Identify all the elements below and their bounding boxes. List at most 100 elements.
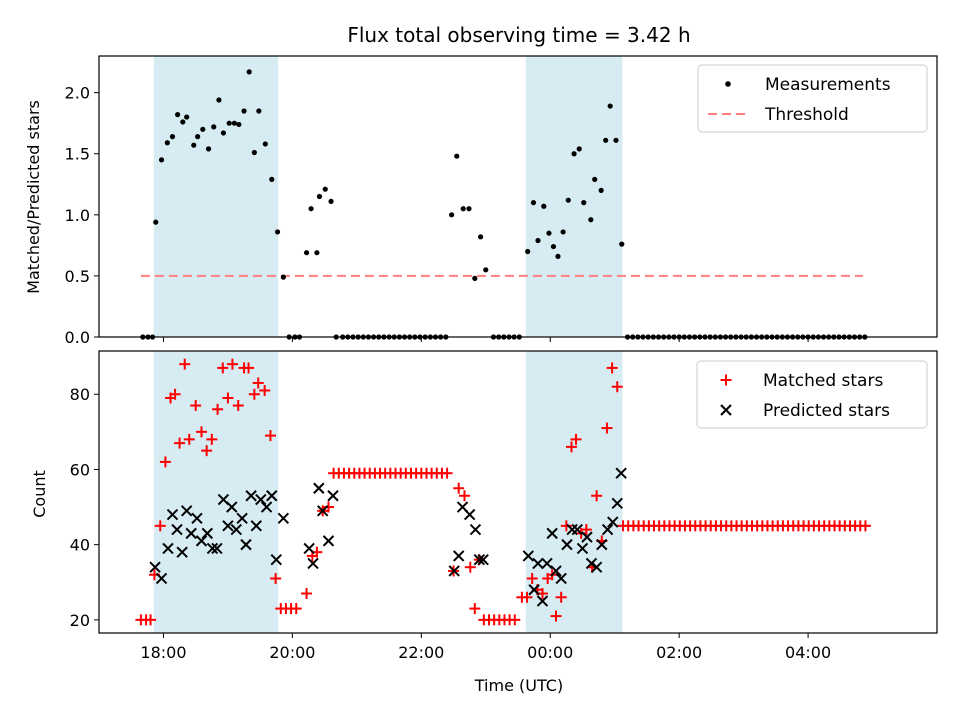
measurement-point [588,217,594,223]
predicted-star-point-b [571,523,584,536]
predicted-star-point [236,512,248,525]
matched-star-point [183,433,195,445]
measurement-point [592,176,598,182]
measurement-point [184,114,190,120]
measurement-point [226,120,232,126]
predicted-star-point-b [171,523,183,536]
predicted-star-point [201,527,214,540]
measurement-point [581,200,587,206]
measurement-point [546,230,552,236]
measurement-point [180,119,186,125]
predicted-star-point [448,565,460,577]
predicted-star-point-b [162,542,174,555]
predicted-star-point [266,490,278,502]
measurement-point [454,153,460,159]
measurement-point [314,250,320,256]
measurement-point [269,176,275,182]
matched-star-point [179,358,191,370]
bottom-legend: Matched stars Predicted stars [696,360,928,429]
measurement-point [483,267,489,273]
predicted-star-point-b [149,561,161,573]
matched-star-point [560,520,572,532]
legend-measurements-label: Measurements [765,75,891,95]
predicted-stars-points [149,467,627,607]
predicted-star-point [155,572,168,585]
predicted-star-point [162,542,174,555]
predicted-star-point-b [590,561,603,573]
measurement-point [153,219,159,225]
predicted-star-point [191,512,203,525]
predicted-star-point [307,557,319,570]
legend-measurements-marker [725,81,731,87]
top-y-axis-label: Matched/Predicted stars [24,100,43,294]
measurement-point [619,241,625,247]
matched-star-point [243,362,255,374]
predicted-star-point [576,542,589,555]
bottom-shaded-interval-1 [525,351,623,633]
matched-star-point [550,610,562,622]
predicted-star-point [176,546,188,558]
bottom-x-axis: 18:00 20:00 22:00 00:00 02:00 04:00 [140,633,831,662]
legend-predicted-glyph [720,404,732,416]
predicted-star-point-b [607,516,619,528]
predicted-star-point [255,493,267,506]
top-shaded-regions [153,56,623,337]
predicted-star-point [477,553,489,566]
predicted-star-point-b [191,512,203,525]
measurement-point [603,137,609,143]
predicted-star-point-b [155,572,168,585]
predicted-star-point [327,490,339,502]
predicted-star-point-b [260,501,273,513]
predicted-star-point-b [303,542,315,555]
measurement-point [216,97,222,103]
predicted-star-point-b [463,508,476,521]
predicted-star-point-b [230,523,243,536]
predicted-star-point [316,505,329,517]
predicted-star-point [615,467,627,479]
predicted-star-point-b [217,493,230,506]
measurement-point [220,130,227,136]
legend-matched-glyph [720,374,732,386]
x-axis-label: Time (UTC) [474,676,563,695]
top-legend: Measurements Threshold [697,64,928,133]
predicted-star-point [541,557,553,570]
predicted-star-point-b [452,550,465,562]
matched-star-point [195,426,207,438]
predicted-star-point-b [532,557,544,570]
predicted-star-point-b [469,523,482,536]
predicted-star-point [166,508,179,521]
matched-star-point [248,388,260,400]
bottom-y-tick-label: 40 [70,536,90,555]
legend-threshold-label: Threshold [764,105,849,125]
measurement-point [460,206,466,212]
predicted-star-point-b [541,557,553,570]
matched-star-point [521,591,533,603]
x-tick-label: 02:00 [656,643,702,662]
predicted-star-point-b [236,512,248,525]
predicted-star-point-b [277,512,290,525]
bottom-legend-box [696,360,928,429]
matched-star-point [322,501,334,513]
top-y-axis: 0.0 0.5 1.0 1.5 2.0 [65,84,99,347]
measurement-point [565,197,571,203]
predicted-star-point-b [195,535,208,547]
predicted-star-point-b [601,523,614,536]
predicted-star-point [607,516,619,528]
matched-star-point [441,467,453,479]
predicted-star-point-b [307,557,319,570]
matched-star-point [469,603,481,615]
measurement-point [211,124,217,130]
matched-star-point [458,490,470,502]
predicted-star-point [522,550,535,562]
matched-star-point [290,603,302,615]
measurement-point [246,69,252,75]
predicted-star-point [250,520,262,532]
predicted-star-point [601,523,614,536]
predicted-star-point [596,538,608,551]
measurement-point [560,229,566,235]
top-shaded-interval-1 [525,56,623,337]
predicted-star-point [581,531,593,543]
legend-predicted-glyph-b [720,404,732,416]
predicted-star-point [528,584,540,596]
x-tick-label: 00:00 [527,643,573,662]
